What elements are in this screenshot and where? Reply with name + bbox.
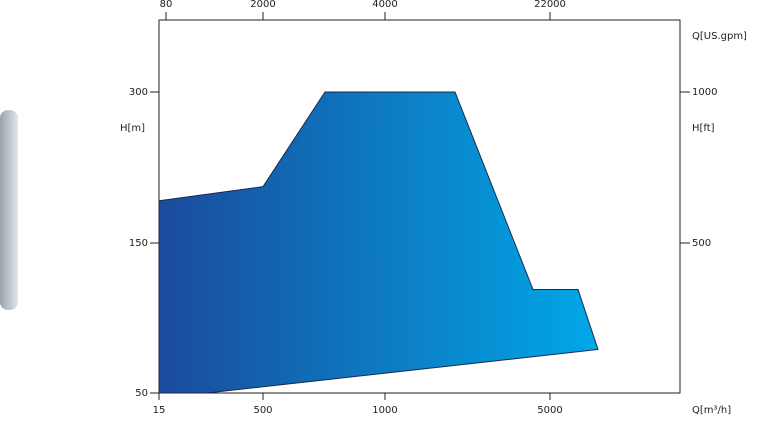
y-tick-label: 150 [129,238,148,249]
x2-axis-label: Q[US.gpm] [692,31,747,42]
x2-tick-label: 22000 [534,0,566,10]
x-tick-label: 1000 [372,405,397,416]
x2-tick-label: 4000 [372,0,397,10]
y2-tick-label: 1000 [692,87,717,98]
y2-axis-label: H[ft] [692,123,715,134]
x2-tick-label: 2000 [250,0,275,10]
x-tick-label: 15 [153,405,166,416]
performance-area [158,91,599,394]
background-decoration [0,110,18,310]
y-tick-label: 50 [135,388,148,399]
y-tick-label: 300 [129,87,148,98]
x2-tick-label: 80 [160,0,173,10]
y2-tick-label: 500 [692,238,711,249]
x-tick-label: 500 [253,405,272,416]
y-axis-label: H[m] [120,123,145,134]
x-axis-label: Q[m³/h] [692,405,731,416]
x-tick-label: 5000 [537,405,562,416]
